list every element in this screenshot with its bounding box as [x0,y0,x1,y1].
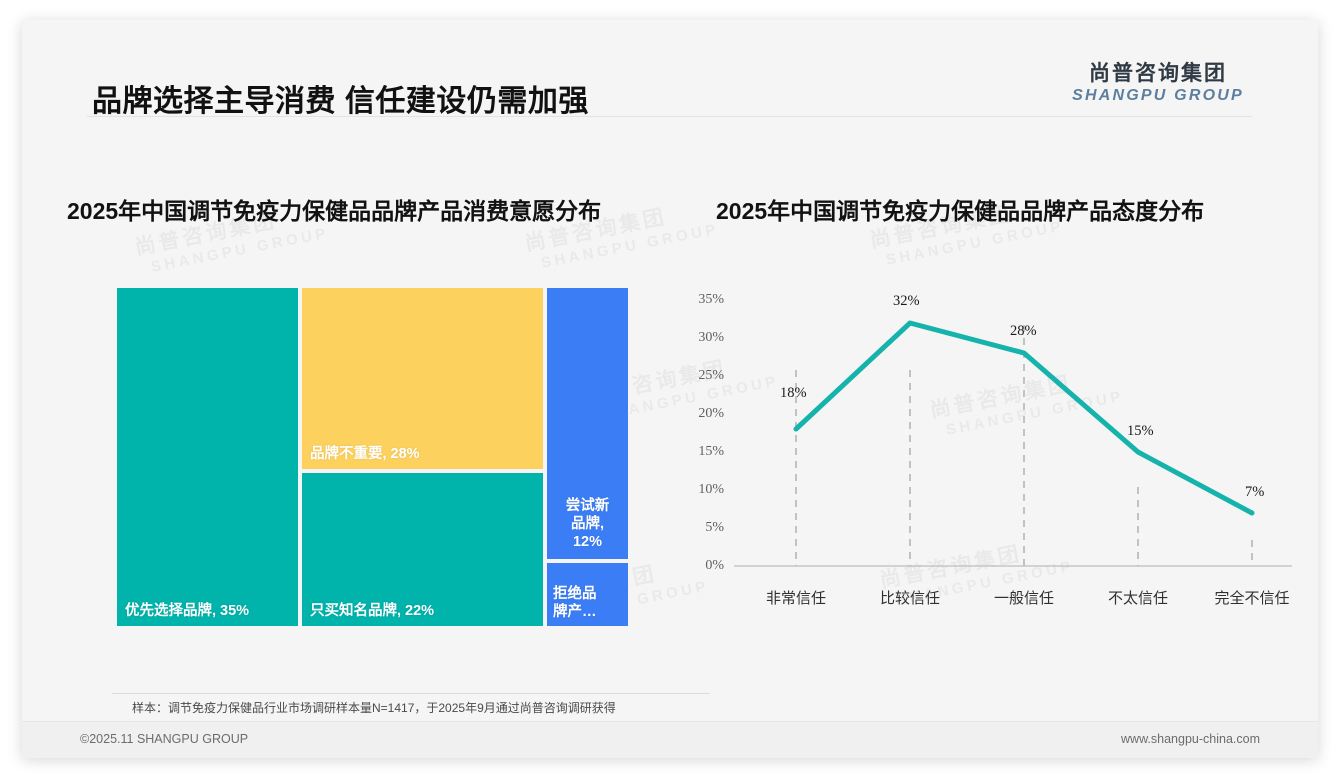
x-axis-label: 非常信任 [765,590,827,607]
x-axis-label: 一般信任 [993,590,1055,607]
treemap-tile-label: 只买知名品牌, 22% [310,602,435,619]
footer-bar: ©2025.11 SHANGPU GROUP www.shangpu-china… [22,721,1318,758]
data-label: 7% [1245,484,1265,500]
data-label: 18% [780,385,807,401]
logo-text-cn: 尚普咨询集团 [1089,62,1227,85]
footnote-text: 样本：调节免疫力保健品行业市场调研样本量N=1417，于2025年9月通过尚普咨… [132,701,616,715]
data-label: 32% [893,293,920,309]
treemap-tile[interactable]: 优先选择品牌, 35% [115,286,300,628]
y-axis-tick: 20% [698,406,724,421]
brand-logo: 尚普咨询集团 SHANGPU GROUP [1053,62,1263,105]
footer-copyright: ©2025.11 SHANGPU GROUP [80,732,249,746]
title-divider [87,116,1252,117]
y-axis-tick: 15% [698,444,724,459]
data-label: 28% [1010,323,1037,339]
treemap-tile[interactable]: 品牌不重要, 28% [300,286,545,471]
right-chart-title: 2025年中国调节免疫力保健品品牌产品态度分布 [716,198,1205,224]
left-chart-title: 2025年中国调节免疫力保健品品牌产品消费意愿分布 [67,198,602,224]
treemap-tile-label: 优先选择品牌, 35% [125,602,250,619]
data-series-line [793,320,1255,516]
y-axis-tick: 0% [705,558,724,573]
y-axis-tick: 25% [698,368,724,383]
line-chart: 35% 30% 25% 20% 15% 10% 5% 0% 18% 32% 28… [672,275,1292,615]
treemap-tile-label: 品牌不重要, 28% [310,445,420,462]
y-axis-tick: 5% [705,520,724,535]
treemap-tile[interactable]: 拒绝品 牌产… [545,561,630,628]
x-axis-label: 完全不信任 [1214,590,1290,607]
x-axis-label: 不太信任 [1107,590,1169,607]
y-axis-tick: 30% [698,330,724,345]
footnote-container: 样本：调节免疫力保健品行业市场调研样本量N=1417，于2025年9月通过尚普咨… [112,693,710,723]
y-axis-tick: 35% [698,292,724,307]
slide-card: 尚普咨询集团 SHANGPU GROUP 尚普咨询集团 SHANGPU GROU… [22,20,1318,758]
treemap-chart: 优先选择品牌, 35% 品牌不重要, 28% 只买知名品牌, 22% 尝试新 品… [115,286,630,628]
watermark-en: SHANGPU GROUP [138,225,331,279]
page-title: 品牌选择主导消费 信任建设仍需加强 [92,85,589,118]
treemap-tile-label: 尝试新 品牌, 12% [565,497,610,550]
footer-website[interactable]: www.shangpu-china.com [1121,732,1260,746]
treemap-tile[interactable]: 只买知名品牌, 22% [300,471,545,628]
watermark-en: SHANGPU GROUP [528,221,721,275]
logo-text-en: SHANGPU GROUP [1072,87,1244,105]
x-axis-label: 比较信任 [879,590,941,607]
treemap-tile[interactable]: 尝试新 品牌, 12% [545,286,630,561]
data-label: 15% [1127,423,1154,439]
treemap-tile-label: 拒绝品 牌产… [553,585,597,620]
y-axis-tick: 10% [698,482,724,497]
slide-header: 品牌选择主导消费 信任建设仍需加强 尚普咨询集团 SHANGPU GROUP [22,20,1318,118]
line-chart-plot [734,320,1292,567]
